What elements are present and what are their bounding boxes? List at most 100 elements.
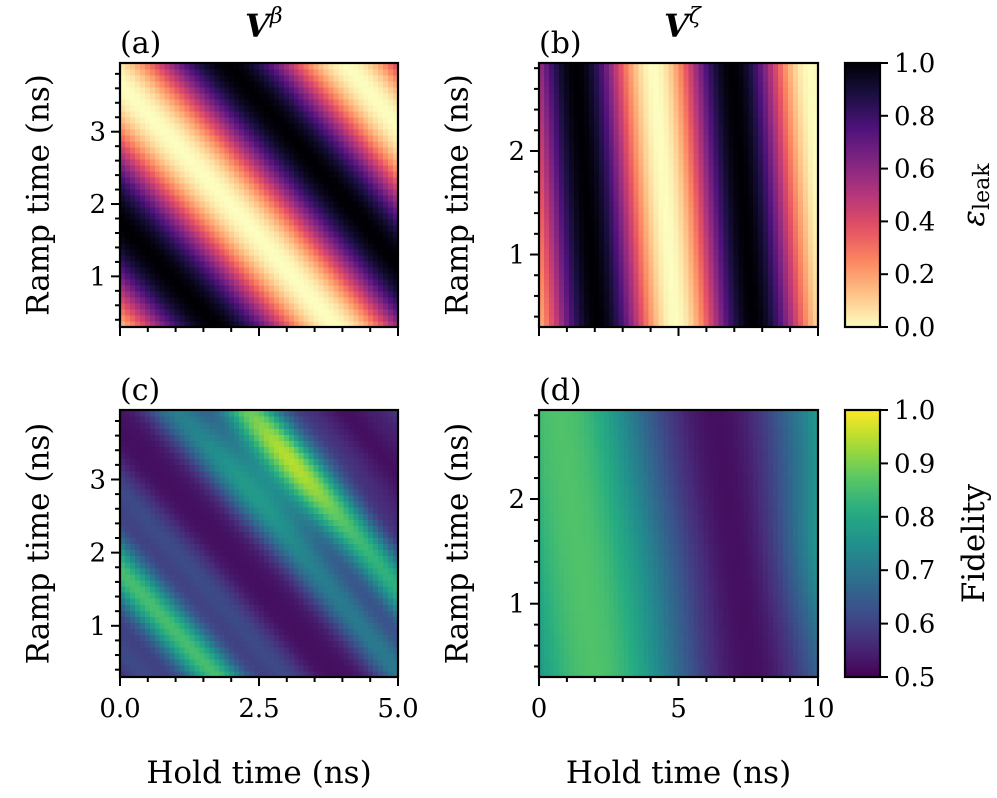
heatmap-cell [124,93,131,100]
heatmap-cell [748,249,754,256]
heatmap-cell [283,159,290,166]
heatmap-cell [573,87,580,94]
heatmap-cell [543,69,550,76]
heatmap-cell [539,309,545,316]
heatmap-cell [603,165,610,172]
heatmap-cell [563,225,570,232]
heatmap-cell [229,231,235,238]
heatmap-cell [348,117,354,124]
heatmap-cell [219,135,225,142]
heatmap-cell [353,117,359,124]
heatmap-cell [693,201,700,208]
heatmap-cell [718,177,724,184]
heatmap-cell [539,321,545,328]
heatmap-cell [174,267,181,274]
heatmap-cell [298,297,305,304]
heatmap-cell [693,81,700,88]
heatmap-cell [199,315,205,322]
heatmap-cell [758,273,764,280]
heatmap-cell [254,291,260,298]
heatmap-cell [583,261,590,268]
heatmap-cell [628,285,635,292]
heatmap-cell [798,237,804,244]
heatmap-cell [174,123,181,130]
heatmap-cell [194,189,201,196]
heatmap-cell [219,201,225,208]
heatmap-cell [124,231,131,238]
heatmap-cell [259,189,265,196]
heatmap-cell [539,165,545,172]
heatmap-cell [214,273,220,280]
heatmap-cell [308,309,315,316]
heatmap-cell [209,207,215,214]
heatmap-cell [194,159,201,166]
heatmap-cell [738,171,744,178]
heatmap-cell [239,165,245,172]
heatmap-cell [209,267,215,274]
heatmap-cell [588,315,595,322]
heatmap-cell [653,117,660,124]
heatmap-cell [393,315,399,322]
heatmap-cell [383,135,389,142]
heatmap-cell [718,171,724,178]
heatmap-cell [753,291,759,298]
heatmap-cell [683,171,690,178]
heatmap-cell [718,81,724,88]
heatmap-cell [673,189,680,196]
heatmap-cell [184,171,191,178]
heatmap-cell [194,69,201,76]
heatmap-cell [713,159,719,166]
heatmap-cell [263,135,270,142]
heatmap-cell [204,285,210,292]
heatmap-cell [378,285,384,292]
heatmap-cell [199,267,205,274]
heatmap-cell [229,213,235,220]
heatmap-cell [293,129,300,136]
heatmap-cell [613,189,620,196]
heatmap-cell [608,123,615,130]
heatmap-cell [698,129,705,136]
heatmap-cell [713,63,719,70]
heatmap-cell [338,141,344,148]
heatmap-cell [164,303,171,310]
heatmap-cell [204,207,210,214]
heatmap-cell [358,225,364,232]
heatmap-cell [583,171,590,178]
heatmap-cell [308,87,315,94]
heatmap-cell [563,213,570,220]
heatmap-cell [713,117,719,124]
heatmap-cell [184,261,191,268]
heatmap-cell [234,63,240,70]
y-tick-label: 2 [508,137,525,167]
heatmap-cell [543,195,550,202]
heatmap-cell [263,201,270,208]
heatmap-cell [288,267,295,274]
heatmap-cell [703,75,709,82]
heatmap-cell [673,267,680,274]
heatmap-cell [204,141,210,148]
heatmap-cell [703,93,709,100]
heatmap-cell [159,99,166,106]
heatmap-cell [668,105,675,112]
heatmap-cell [593,159,600,166]
heatmap-cell [703,267,709,274]
heatmap-cell [668,213,675,220]
heatmap-cell [813,171,819,178]
heatmap-cell [643,261,650,268]
heatmap-cell [793,123,799,130]
heatmap-cell [608,285,615,292]
heatmap-cell [378,111,384,118]
heatmap-cell [393,297,399,304]
heatmap-cell [348,93,354,100]
heatmap-cell [239,75,245,82]
heatmap-cell [353,123,359,130]
heatmap-cell [703,237,709,244]
heatmap-cell [318,129,325,136]
heatmap-cell [283,243,290,250]
heatmap-cell [578,213,585,220]
heatmap-cell [683,261,690,268]
heatmap-cell [293,189,300,196]
heatmap-cell [688,237,695,244]
heatmap-cell [573,117,580,124]
heatmap-cell [713,219,719,226]
